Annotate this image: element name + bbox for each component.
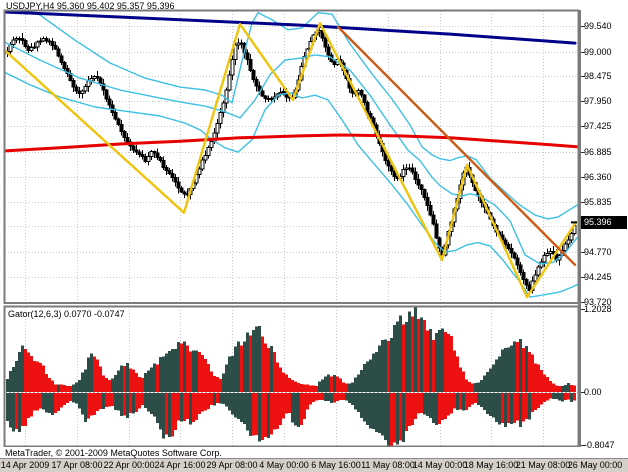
price-axis-label: 97.950 [584,96,612,106]
date-axis-label: 24 Apr 16:00 [154,460,206,470]
date-axis-label: 18 May 16:00 [463,460,519,470]
price-axis-label: 99.000 [584,47,612,57]
gator-axis-label: 0.00 [584,387,602,397]
price-axis-label: 94.245 [584,272,612,282]
date-axis-label: 29 Apr 08:00 [206,460,258,470]
price-axis-label: 99.540 [584,21,612,31]
date-axis-label: 26 May 00:00 [567,460,623,470]
copyright-text: MetaTrader, © 2001-2009 MetaQuotes Softw… [5,448,222,458]
price-axis-label: 96.885 [584,147,612,157]
copyright-strip [0,447,628,458]
date-axis-label: 14 Apr 2009 [0,460,50,470]
gator-indicator-label: Gator(12,6,3) 0.0770 -0.0747 [8,309,125,319]
date-axis-strip [0,458,628,472]
gator-axis-label: 1.2028 [584,304,612,314]
price-axis-label: 93.720 [584,297,612,307]
current-price-box: 95.396 [581,216,627,229]
price-axis-label: 94.770 [584,247,612,257]
date-axis-label: 14 May 00:00 [412,460,468,470]
price-axis-label: 98.475 [584,71,612,81]
date-axis-label: 17 Apr 08:00 [51,460,103,470]
date-axis-label: 22 Apr 00:00 [103,460,155,470]
date-axis-label: 6 May 16:00 [311,460,361,470]
chart-ohlc-title: USDJPY,H4 95.360 95.402 95.357 95.396 [6,1,175,11]
date-axis-label: 21 May 08:00 [515,460,571,470]
price-axis-label: 95.835 [584,197,612,207]
date-axis-label: 11 May 08:00 [361,460,415,470]
gator-axis-label: -0.8047 [584,440,615,450]
date-axis-label: 4 May 00:00 [259,460,309,470]
price-axis-label: 97.425 [584,121,612,131]
price-axis-label: 96.360 [584,172,612,182]
